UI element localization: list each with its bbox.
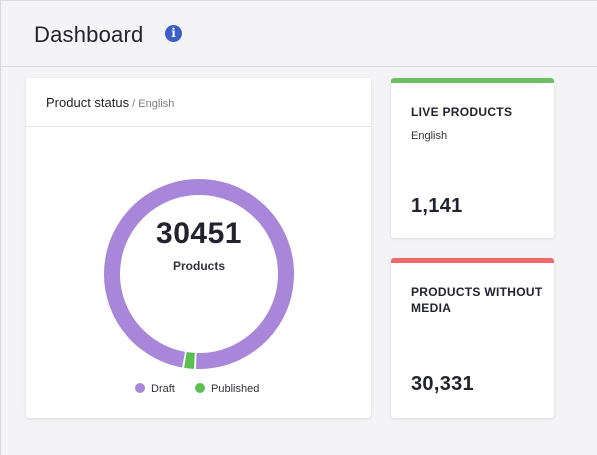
- live-products-title: LIVE PRODUCTS: [411, 105, 513, 119]
- page-header: Dashboard i: [1, 0, 597, 67]
- product-status-card: Product status / English 30451 Products …: [26, 78, 371, 418]
- donut-total-value: 30451: [156, 217, 242, 250]
- product-status-title: Product status / English: [46, 95, 174, 110]
- info-icon[interactable]: i: [165, 25, 182, 42]
- products-without-media-accent-bar: [391, 258, 554, 263]
- donut-total-label: Products: [172, 259, 225, 273]
- donut-slice-draft[interactable]: [104, 179, 294, 369]
- legend-dot-published: [195, 383, 205, 393]
- live-products-card[interactable]: LIVE PRODUCTS English 1,141: [391, 78, 554, 238]
- legend-label-published: Published: [211, 383, 260, 395]
- title-separator: /: [129, 98, 139, 110]
- product-status-card-header: Product status / English: [26, 78, 371, 127]
- legend-dot-draft: [135, 383, 145, 393]
- live-products-locale: English: [411, 130, 448, 142]
- donut-slice-published[interactable]: [184, 352, 195, 369]
- legend-item-published[interactable]: Published: [195, 383, 259, 395]
- legend-label-draft: Draft: [151, 383, 175, 395]
- legend-item-draft[interactable]: Draft: [135, 383, 175, 395]
- products-without-media-title: PRODUCTS WITHOUT MEDIA: [411, 285, 543, 315]
- locale-label: English: [138, 98, 175, 110]
- live-products-accent-bar: [391, 78, 554, 83]
- products-without-media-value: 30,331: [411, 373, 474, 395]
- product-status-donut-chart: [104, 179, 294, 369]
- live-products-value: 1,141: [411, 195, 463, 217]
- products-without-media-card[interactable]: PRODUCTS WITHOUT MEDIA 30,331: [391, 258, 554, 418]
- page-title: Dashboard: [34, 22, 144, 47]
- product-status-title-text: Product status: [46, 95, 130, 110]
